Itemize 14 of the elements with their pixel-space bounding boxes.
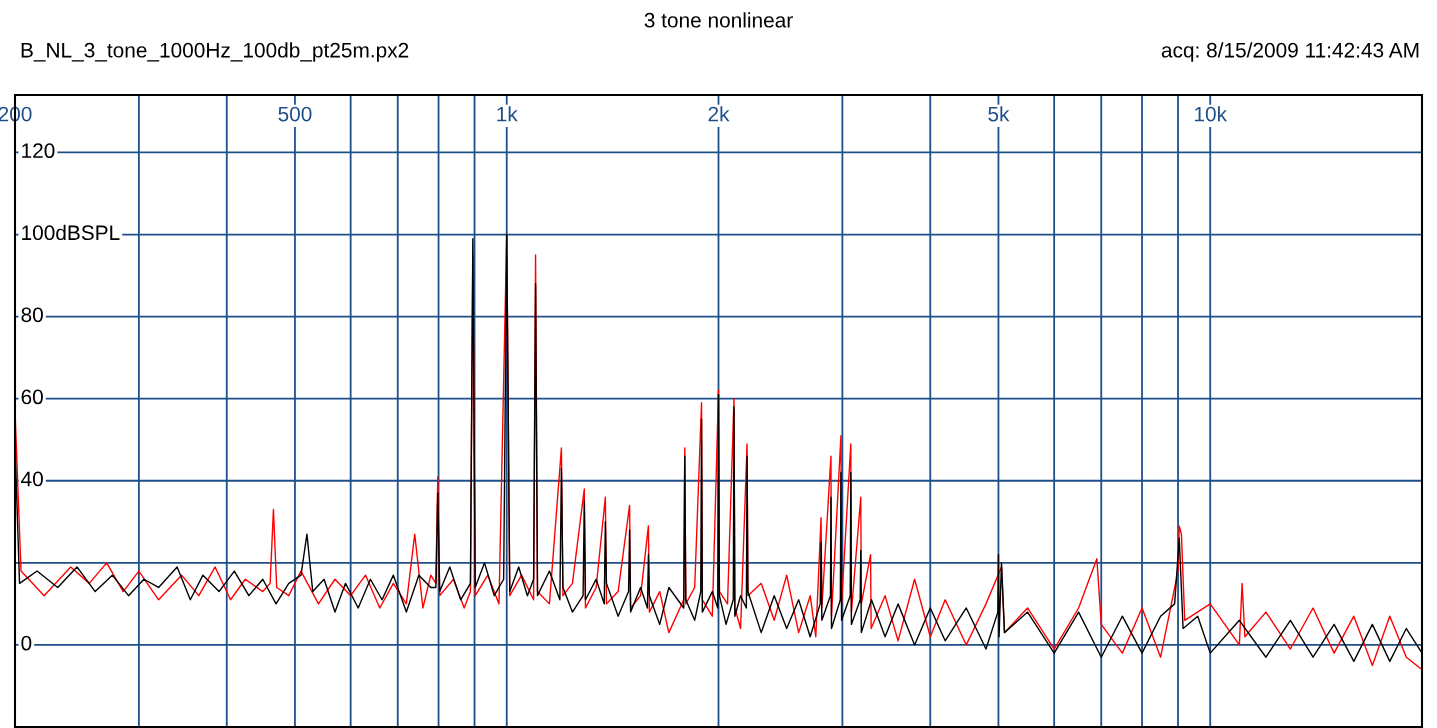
text: B_NL_3_tone_1000Hz_100db_pt25m.px2 <box>21 42 409 62</box>
y-tick-label: 60 <box>21 389 43 405</box>
chart-title: 3 tone nonlinear <box>644 12 793 28</box>
y-tick-label: 80 <box>21 307 43 323</box>
text: acq: 8/15/2009 11:42:43 AM <box>1161 42 1419 62</box>
y-tick-label: 0 <box>21 635 32 651</box>
x-tick-label: 500 <box>278 106 312 122</box>
y-tick-label: 40 <box>21 471 43 487</box>
x-tick-label: 1k <box>497 106 518 122</box>
x-tick-label: 10k <box>1195 106 1228 122</box>
y-tick-label: 120 <box>22 143 55 159</box>
y-tick-label: 100dBSPL <box>22 224 120 241</box>
x-tick-label: 2k <box>708 106 730 122</box>
x-tick-label: 5k <box>988 106 1010 122</box>
